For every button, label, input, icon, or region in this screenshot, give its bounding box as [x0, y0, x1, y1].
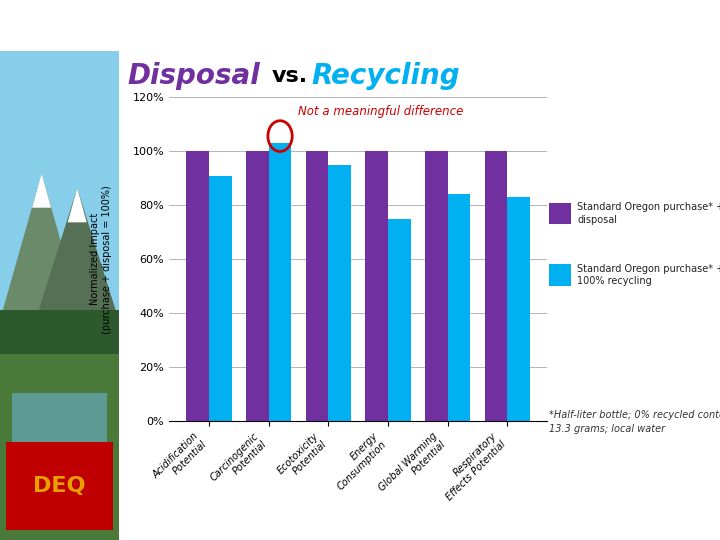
Bar — [448, 194, 470, 421]
Text: Normalized Impact
(purchase + disposal = 100%): Normalized Impact (purchase + disposal =… — [90, 185, 112, 334]
Text: Recycling: Recycling — [311, 62, 460, 90]
Text: Embodied Emissions in Purchased Materials: Embodied Emissions in Purchased Material… — [126, 19, 490, 37]
Text: *Half-liter bottle; 0% recycled content;
13.3 grams; local water: *Half-liter bottle; 0% recycled content;… — [549, 410, 720, 434]
FancyBboxPatch shape — [549, 265, 571, 286]
FancyBboxPatch shape — [6, 442, 113, 530]
Bar — [425, 151, 448, 421]
Bar — [388, 219, 410, 421]
Text: Standard Oregon purchase* +
disposal: Standard Oregon purchase* + disposal — [577, 202, 720, 225]
Polygon shape — [68, 188, 86, 222]
Bar — [365, 151, 388, 421]
FancyBboxPatch shape — [549, 202, 571, 224]
Bar — [186, 151, 209, 421]
Polygon shape — [0, 173, 84, 320]
Text: Disposal: Disposal — [128, 62, 261, 90]
Polygon shape — [32, 173, 51, 208]
Bar — [269, 143, 292, 421]
Bar — [328, 165, 351, 421]
Bar — [246, 151, 269, 421]
Text: Standard Oregon purchase* +
100% recycling: Standard Oregon purchase* + 100% recycli… — [577, 264, 720, 286]
Bar — [306, 151, 328, 421]
Text: Not a meaningful difference: Not a meaningful difference — [298, 105, 463, 118]
FancyBboxPatch shape — [12, 393, 107, 452]
Bar — [485, 151, 508, 421]
Polygon shape — [36, 188, 119, 320]
FancyBboxPatch shape — [0, 51, 119, 369]
Bar — [508, 197, 530, 421]
Text: vs.: vs. — [272, 65, 308, 86]
Text: DEQ: DEQ — [33, 476, 86, 496]
Bar — [209, 176, 232, 421]
FancyBboxPatch shape — [0, 310, 119, 369]
FancyBboxPatch shape — [0, 354, 119, 540]
